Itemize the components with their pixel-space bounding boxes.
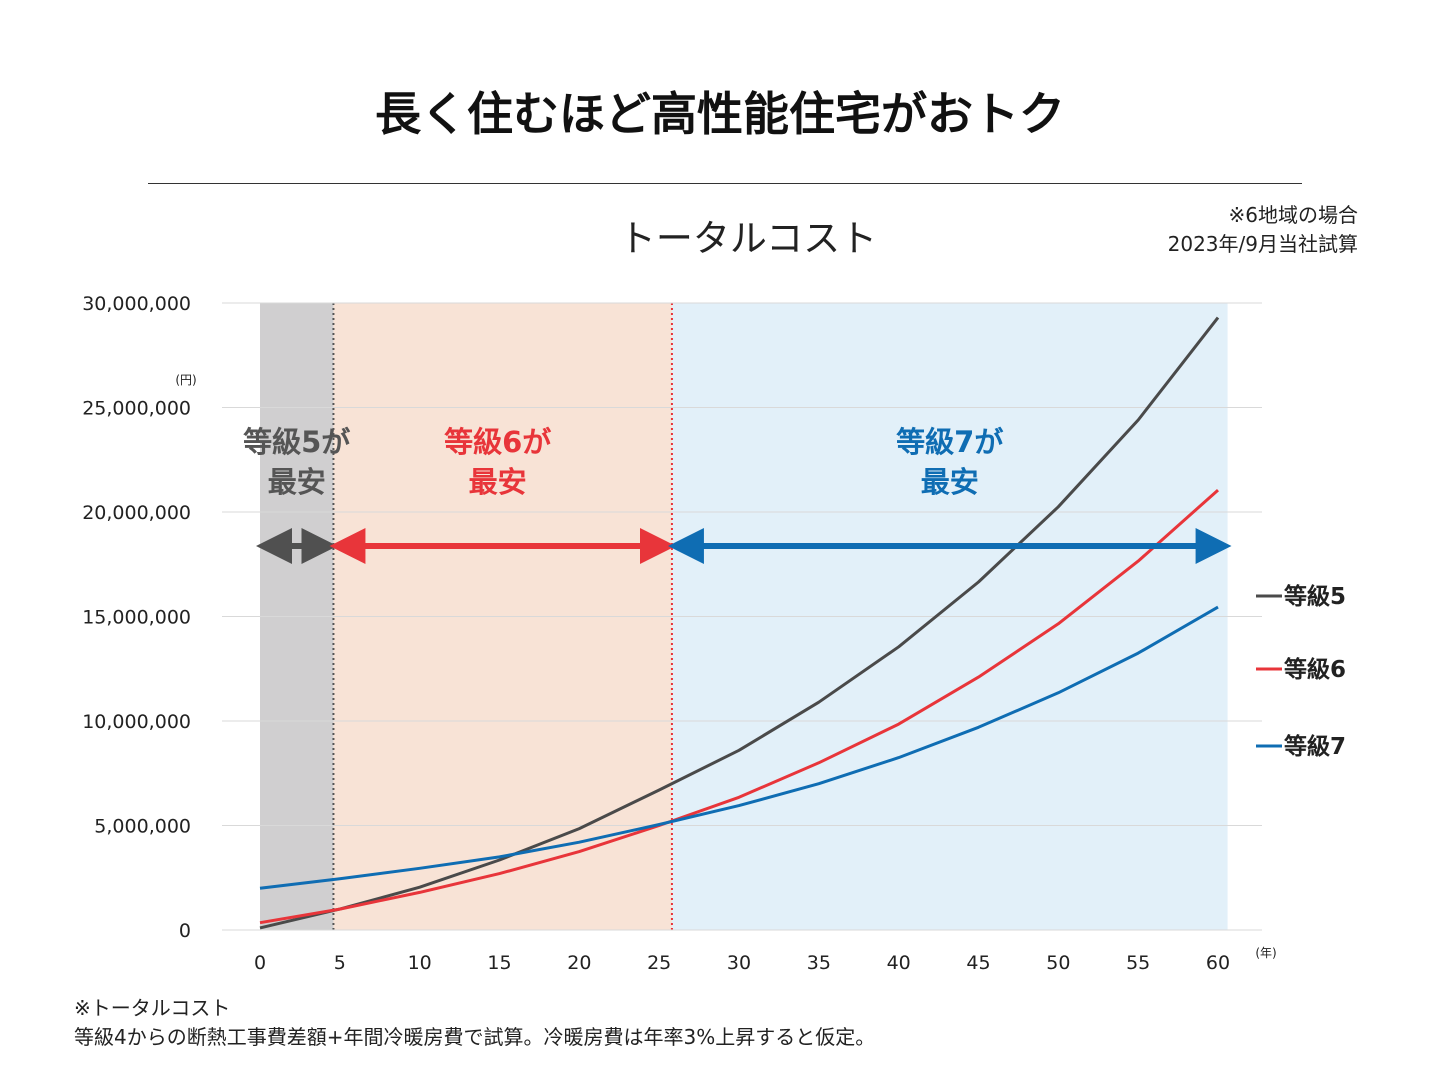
y-axis-unit: (円) [175, 373, 196, 387]
x-tick-label: 60 [1206, 952, 1230, 974]
y-tick-label: 15,000,000 [82, 607, 191, 629]
x-tick-label: 10 [408, 952, 432, 974]
y-tick-label: 0 [179, 920, 191, 942]
y-tick-label: 30,000,000 [82, 293, 191, 315]
x-tick-label: 45 [966, 952, 990, 974]
title-divider [148, 183, 1302, 184]
note-date: 2023年/9月当社試算 [1167, 232, 1358, 256]
x-tick-label: 40 [887, 952, 911, 974]
region-label-line2: 最安 [268, 465, 326, 499]
y-tick-label: 10,000,000 [82, 711, 191, 733]
x-tick-label: 50 [1046, 952, 1070, 974]
x-tick-label: 35 [807, 952, 831, 974]
footnote-text: 等級4からの断熱工事費差額+年間冷暖房費で試算。冷暖房費は年率3%上昇すると仮定… [74, 1025, 876, 1049]
legend-label-1: 等級6 [1284, 656, 1346, 683]
region-label-line2: 最安 [469, 465, 527, 499]
x-tick-label: 55 [1126, 952, 1150, 974]
x-tick-label: 25 [647, 952, 671, 974]
y-tick-label: 5,000,000 [94, 816, 191, 838]
x-tick-label: 5 [334, 952, 346, 974]
note-region: ※6地域の場合 [1228, 203, 1358, 227]
region-label-line1: 等級7が [896, 425, 1003, 459]
y-tick-label: 20,000,000 [82, 502, 191, 524]
x-tick-label: 30 [727, 952, 751, 974]
region-label-line1: 等級5が [243, 425, 350, 459]
legend-label-0: 等級5 [1284, 583, 1346, 610]
series-line-0 [259, 316, 1220, 930]
series-line-1 [259, 488, 1219, 925]
region-label-line1: 等級6が [444, 425, 551, 459]
series-line-2 [259, 605, 1219, 890]
x-tick-label: 20 [567, 952, 591, 974]
page-title: 長く住むほど高性能住宅がおトク [375, 87, 1065, 141]
region-label-line2: 最安 [921, 465, 979, 499]
footnote: ※トータルコスト 等級4からの断熱工事費差額+年間冷暖房費で試算。冷暖房費は年率… [74, 994, 875, 1052]
chart-title: トータルコスト [618, 217, 878, 260]
x-tick-label: 15 [487, 952, 511, 974]
y-tick-label: 25,000,000 [82, 398, 191, 420]
legend-label-2: 等級7 [1284, 733, 1346, 760]
calculation-note: ※6地域の場合 2023年/9月当社試算 [1168, 201, 1358, 259]
footnote-title: ※トータルコスト [74, 996, 231, 1020]
x-axis-unit: (年) [1255, 946, 1276, 960]
x-tick-label: 0 [254, 952, 266, 974]
